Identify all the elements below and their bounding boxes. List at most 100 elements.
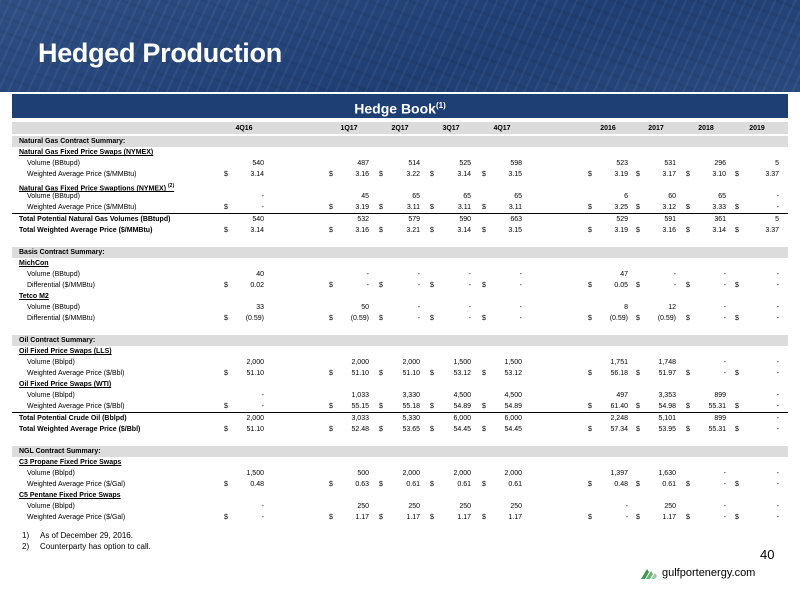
cell-value: 3.15	[508, 171, 522, 178]
cell-value: 591	[664, 216, 676, 223]
row-label-text: Volume (Bblpd)	[27, 359, 75, 366]
item-row: Weighted Average Price ($/Gal) $ - $1.17 $1.…	[12, 512, 788, 523]
item-row: Volume (BBtupd) 33 50 - - - 8 12 - -	[12, 302, 788, 313]
cell-value: 540	[252, 216, 264, 223]
cell-value: 3.15	[508, 227, 522, 234]
row-label: Weighted Average Price ($/MMBtu)	[27, 203, 136, 213]
row-label-text: Total Weighted Average Price ($/MMBtu)	[19, 227, 153, 234]
cell-value: 1,500	[246, 470, 264, 477]
cell-value: 3.14	[250, 171, 264, 178]
cell-value: 65	[412, 193, 420, 200]
cell-value: 500	[357, 470, 369, 477]
dollar-sign: $	[430, 481, 434, 488]
hedge-table: 4Q16 1Q17 2Q17 3Q17 4Q17 2016 2017 2018 2019 Nat…	[12, 122, 788, 523]
dollar-sign: $	[379, 403, 383, 410]
row-label: Total Weighted Average Price ($/MMBtu)	[19, 226, 152, 236]
cell-value: 61.40	[610, 403, 628, 410]
cell-value: 51.10	[246, 426, 264, 433]
dollar-sign: $	[329, 426, 333, 433]
cell-value: 3.19	[614, 171, 628, 178]
cell-value: 525	[459, 160, 471, 167]
dollar-sign: $	[636, 370, 640, 377]
row-label: Volume (Bblpd)	[27, 469, 75, 479]
cell-value: 57.34	[610, 426, 628, 433]
dollar-sign: $	[329, 315, 333, 322]
cell-value: -	[417, 315, 420, 322]
dollar-sign: $	[329, 514, 333, 521]
dollar-sign: $	[482, 403, 486, 410]
dollar-sign: $	[686, 171, 690, 178]
cell-value: 1.17	[457, 514, 471, 521]
cell-value: -	[625, 503, 628, 510]
cell-value: (0.59)	[609, 315, 628, 322]
cell-value: 65	[718, 193, 726, 200]
spacer-row	[12, 324, 788, 335]
cell-value: 65	[463, 193, 471, 200]
spacer-row	[12, 435, 788, 446]
cell-value: -	[776, 481, 779, 488]
row-label: Weighted Average Price ($/MMBtu)	[27, 170, 136, 180]
cell-value: 899	[714, 415, 726, 422]
row-label-text: Oil Fixed Price Swaps (LLS)	[19, 348, 112, 355]
cell-value: 8	[624, 304, 628, 311]
cell-value: 1,748	[658, 359, 676, 366]
cell-value: 6,000	[504, 415, 522, 422]
cell-value: 3.21	[406, 227, 420, 234]
cell-value: 3.16	[355, 227, 369, 234]
row-label-text: Tetco M2	[19, 293, 49, 300]
row-label: C5 Pentane Fixed Price Swaps	[19, 491, 121, 501]
cell-value: -	[776, 359, 779, 366]
dollar-sign: $	[588, 282, 592, 289]
row-label: Volume (BBtupd)	[27, 303, 80, 313]
dollar-sign: $	[329, 282, 333, 289]
cell-value: -	[723, 271, 726, 278]
row-label: Weighted Average Price ($/Bbl)	[27, 402, 124, 412]
cell-value: 250	[510, 503, 522, 510]
section-row: Oil Contract Summary:	[12, 335, 788, 346]
cell-value: 47	[620, 271, 628, 278]
item-row: Volume (Bblpd) - 1,033 3,330 4,500 4,500 497 3,…	[12, 390, 788, 401]
cell-value: 3.14	[457, 171, 471, 178]
dollar-sign: $	[430, 403, 434, 410]
dollar-sign: $	[735, 282, 739, 289]
cell-value: -	[723, 370, 726, 377]
cell-value: 1,500	[504, 359, 522, 366]
dollar-sign: $	[686, 227, 690, 234]
dollar-sign: $	[224, 481, 228, 488]
cell-value: -	[776, 271, 779, 278]
cell-value: 51.10	[351, 370, 369, 377]
cell-value: 0.48	[614, 481, 628, 488]
cell-value: -	[519, 304, 522, 311]
cell-value: 3.14	[712, 227, 726, 234]
cell-value: -	[468, 315, 471, 322]
banner-texture	[0, 0, 800, 92]
cell-value: 1,397	[610, 470, 628, 477]
cell-value: 3.11	[406, 204, 420, 211]
cell-value: -	[417, 304, 420, 311]
row-label-text: Weighted Average Price ($/Bbl)	[27, 403, 125, 410]
cell-value: 2,248	[610, 415, 628, 422]
cell-value: 53.95	[658, 426, 676, 433]
cell-value: 51.10	[402, 370, 420, 377]
total-row: Total Potential Crude Oil (Bblpd) 2,000 3,…	[12, 412, 788, 424]
section-row: Basis Contract Summary:	[12, 247, 788, 258]
cell-value: 2,000	[504, 470, 522, 477]
cell-value: 2,000	[246, 415, 264, 422]
cell-value: 514	[408, 160, 420, 167]
dollar-sign: $	[224, 204, 228, 211]
dollar-sign: $	[588, 227, 592, 234]
cell-value: 54.89	[504, 403, 522, 410]
cell-value: -	[261, 503, 264, 510]
dollar-sign: $	[636, 282, 640, 289]
cell-value: 598	[510, 160, 522, 167]
item-row: Volume (Bblpd) - 250 250 250 250 - 250 - -	[12, 501, 788, 512]
dollar-sign: $	[224, 514, 228, 521]
dollar-sign: $	[430, 227, 434, 234]
cell-value: -	[776, 204, 779, 211]
footnote-2-number: 2)	[22, 542, 30, 551]
dollar-sign: $	[430, 426, 434, 433]
cell-value: -	[776, 392, 779, 399]
cell-value: -	[366, 282, 369, 289]
dollar-sign: $	[430, 204, 434, 211]
cell-value: 54.45	[504, 426, 522, 433]
